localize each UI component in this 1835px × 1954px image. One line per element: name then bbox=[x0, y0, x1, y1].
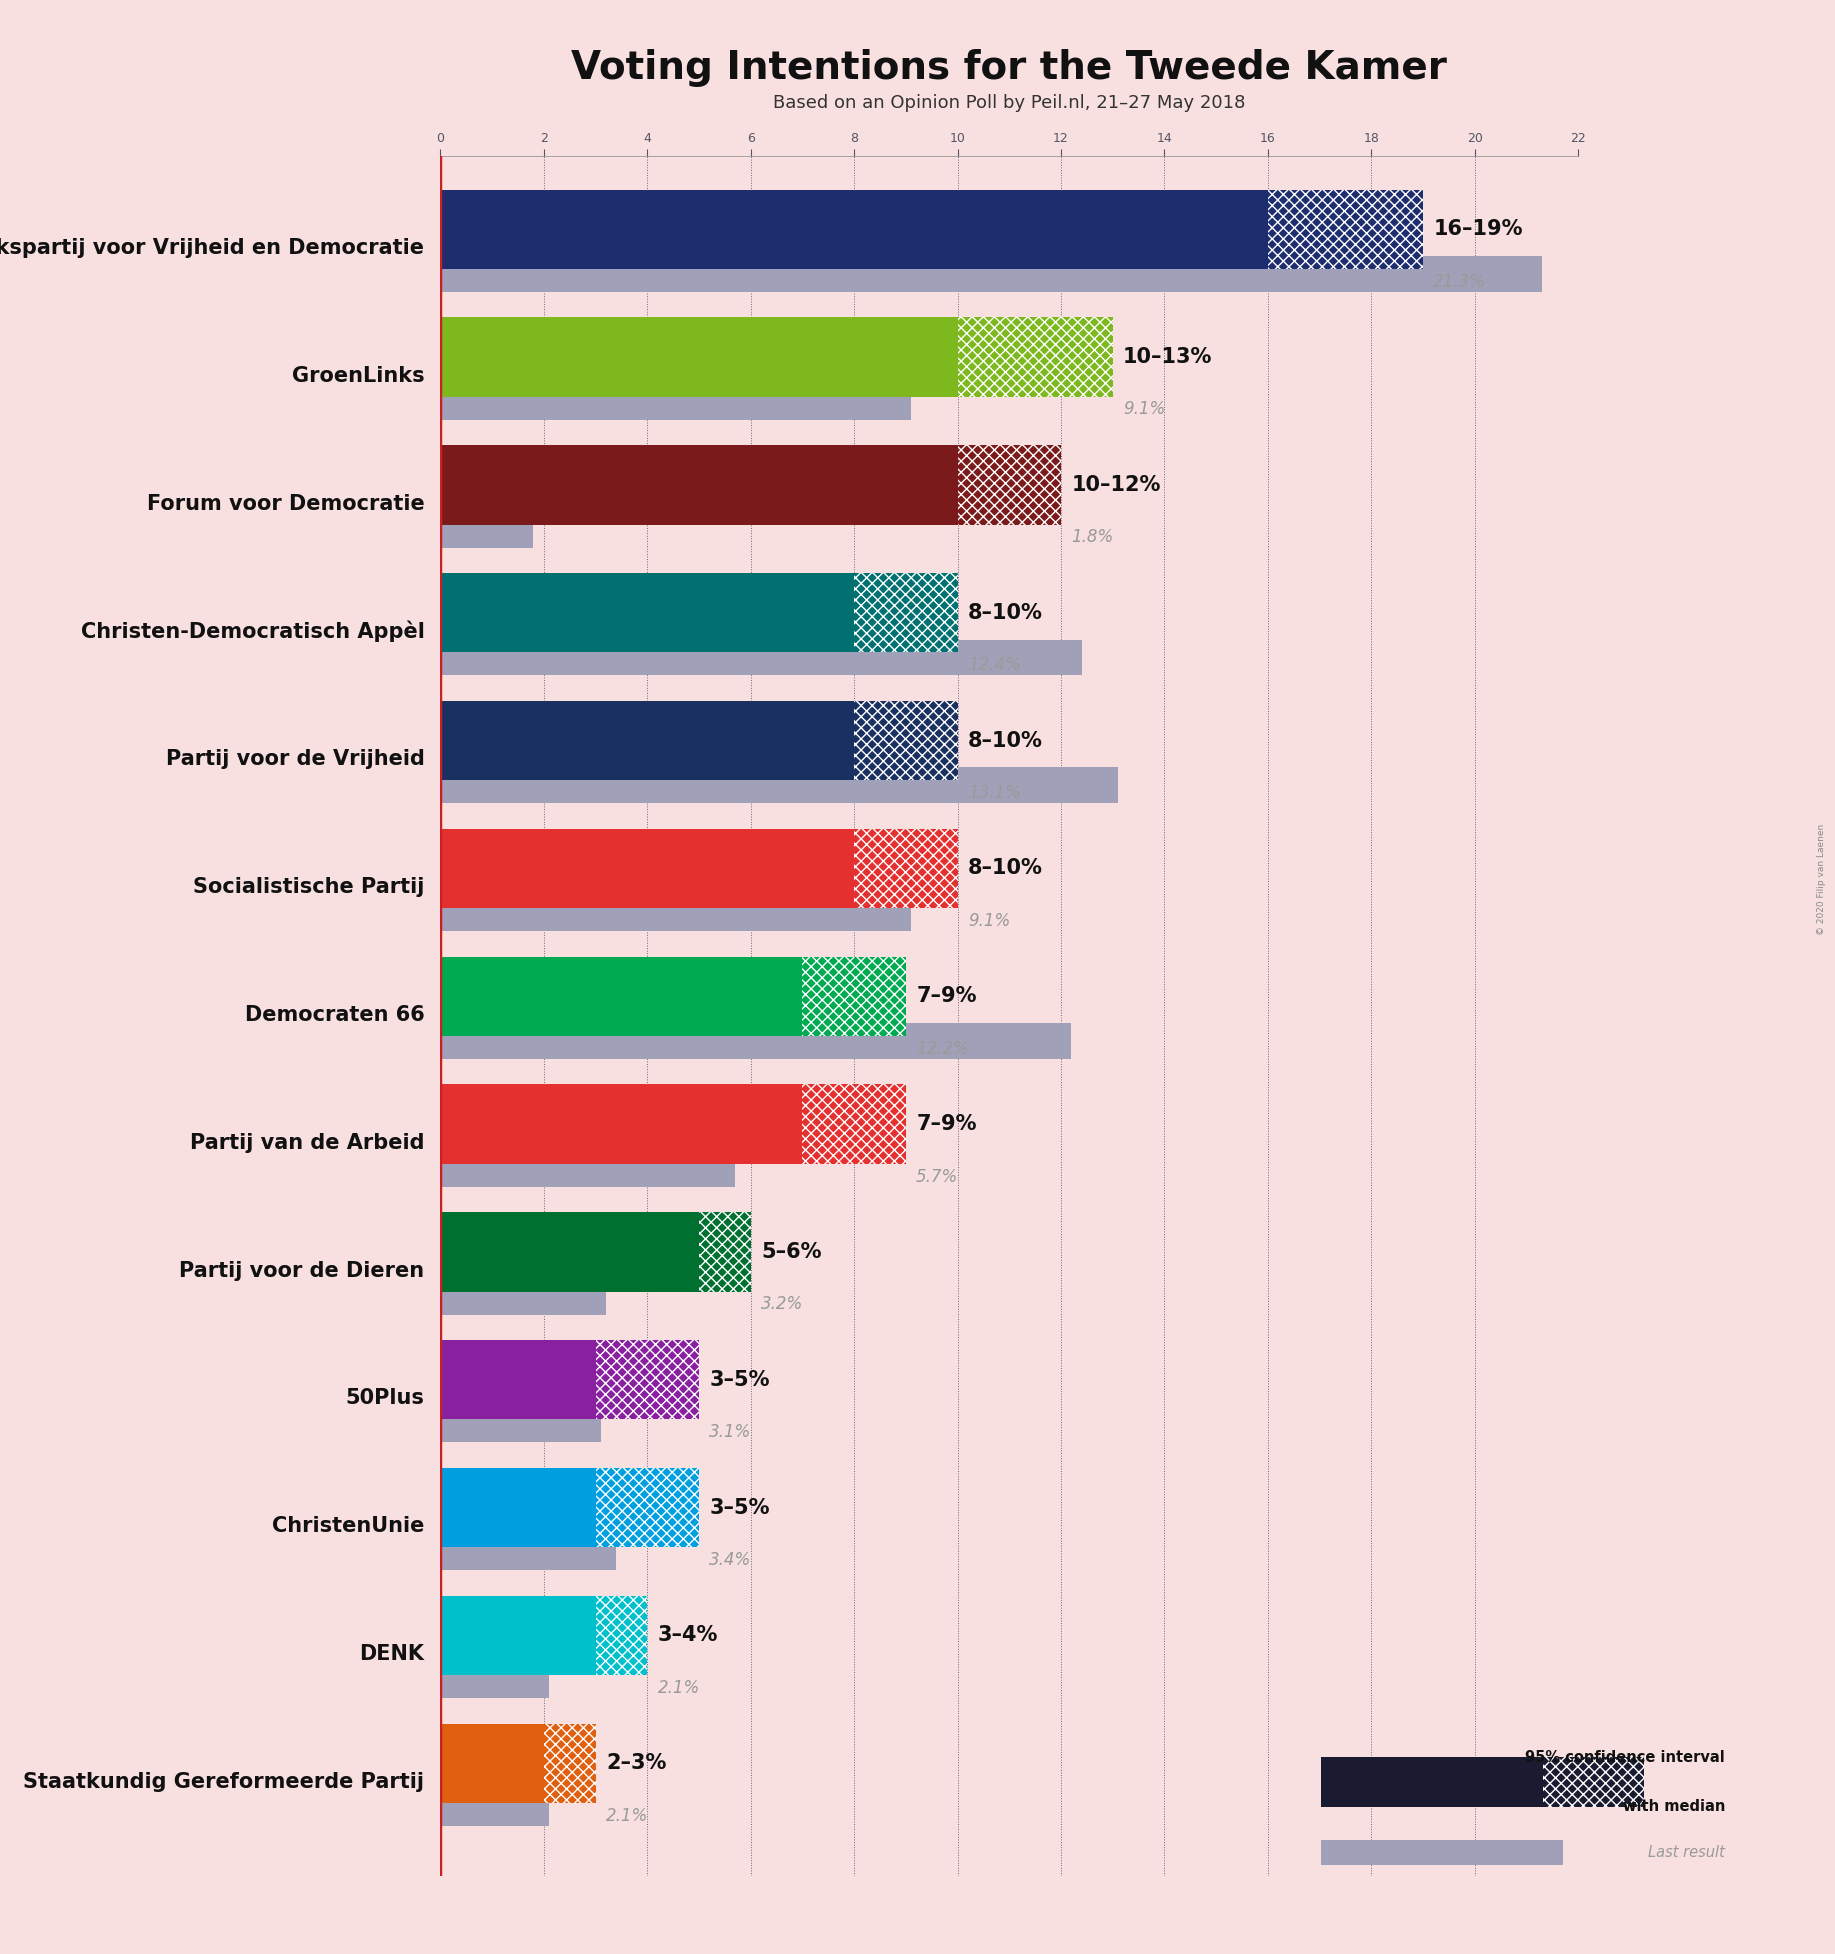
Text: Last result: Last result bbox=[1648, 1845, 1725, 1860]
Text: 1.8%: 1.8% bbox=[1072, 528, 1114, 547]
Text: 10–13%: 10–13% bbox=[1123, 348, 1213, 367]
Text: Based on an Opinion Poll by Peil.nl, 21–27 May 2018: Based on an Opinion Poll by Peil.nl, 21–… bbox=[773, 94, 1246, 111]
Text: 3.1%: 3.1% bbox=[710, 1423, 752, 1442]
Bar bbox=[958, 446, 1061, 524]
Bar bbox=[853, 573, 958, 653]
Text: 12.4%: 12.4% bbox=[967, 657, 1020, 674]
Bar bbox=[596, 1340, 699, 1419]
Bar bbox=[440, 1278, 606, 1315]
Text: 16–19%: 16–19% bbox=[1433, 219, 1523, 238]
Text: 3.4%: 3.4% bbox=[710, 1551, 752, 1569]
Bar bbox=[440, 895, 910, 930]
Bar bbox=[440, 701, 853, 780]
Text: 10–12%: 10–12% bbox=[1072, 475, 1162, 494]
Text: with median: with median bbox=[1622, 1800, 1725, 1813]
Text: 5.7%: 5.7% bbox=[916, 1168, 958, 1186]
Bar bbox=[440, 1151, 736, 1186]
Text: 9.1%: 9.1% bbox=[1123, 401, 1165, 418]
Bar bbox=[440, 1596, 596, 1675]
Bar bbox=[440, 1663, 549, 1698]
Bar bbox=[1321, 1841, 1563, 1864]
Bar bbox=[440, 1723, 543, 1804]
Bar bbox=[1268, 190, 1422, 270]
Text: 3–4%: 3–4% bbox=[657, 1626, 717, 1645]
Text: 3–5%: 3–5% bbox=[710, 1370, 771, 1389]
Bar bbox=[440, 573, 853, 653]
Bar bbox=[958, 317, 1112, 397]
Bar bbox=[440, 957, 802, 1036]
Text: 5–6%: 5–6% bbox=[762, 1243, 822, 1262]
Bar bbox=[440, 1084, 802, 1165]
Text: 8–10%: 8–10% bbox=[967, 858, 1042, 879]
Text: 8–10%: 8–10% bbox=[967, 602, 1042, 623]
Bar bbox=[802, 1084, 906, 1165]
Bar bbox=[440, 1024, 1072, 1059]
Bar bbox=[440, 383, 910, 420]
Bar bbox=[699, 1211, 751, 1292]
Bar bbox=[440, 639, 1081, 676]
Bar bbox=[440, 1534, 617, 1571]
Bar bbox=[1543, 1757, 1644, 1807]
Bar bbox=[440, 317, 958, 397]
Bar bbox=[440, 190, 1268, 270]
Bar bbox=[440, 1407, 600, 1442]
Text: 12.2%: 12.2% bbox=[916, 1040, 969, 1057]
Bar bbox=[440, 512, 534, 547]
Text: 2–3%: 2–3% bbox=[606, 1753, 666, 1774]
Bar bbox=[440, 1340, 596, 1419]
Bar bbox=[596, 1467, 699, 1548]
Text: 2.1%: 2.1% bbox=[657, 1678, 699, 1696]
Text: 9.1%: 9.1% bbox=[967, 913, 1009, 930]
Text: 7–9%: 7–9% bbox=[916, 987, 976, 1006]
Text: © 2020 Filip van Laenen: © 2020 Filip van Laenen bbox=[1817, 825, 1826, 934]
Bar bbox=[543, 1723, 596, 1804]
Bar bbox=[440, 1211, 699, 1292]
Text: 7–9%: 7–9% bbox=[916, 1114, 976, 1133]
Bar bbox=[853, 828, 958, 909]
Text: Voting Intentions for the Tweede Kamer: Voting Intentions for the Tweede Kamer bbox=[571, 49, 1448, 86]
Bar bbox=[440, 828, 853, 909]
Bar bbox=[1321, 1757, 1543, 1807]
Bar bbox=[440, 256, 1541, 291]
Text: 13.1%: 13.1% bbox=[967, 784, 1020, 801]
Bar bbox=[440, 1790, 549, 1825]
Bar bbox=[596, 1596, 648, 1675]
Text: 3–5%: 3–5% bbox=[710, 1497, 771, 1518]
Text: 95% confidence interval: 95% confidence interval bbox=[1525, 1751, 1725, 1764]
Text: 3.2%: 3.2% bbox=[762, 1296, 804, 1313]
Text: 8–10%: 8–10% bbox=[967, 731, 1042, 750]
Bar bbox=[802, 957, 906, 1036]
Bar bbox=[440, 768, 1118, 803]
Bar bbox=[853, 701, 958, 780]
Bar bbox=[440, 446, 958, 524]
Bar bbox=[440, 1467, 596, 1548]
Text: 21.3%: 21.3% bbox=[1433, 274, 1486, 291]
Text: 2.1%: 2.1% bbox=[606, 1807, 648, 1825]
